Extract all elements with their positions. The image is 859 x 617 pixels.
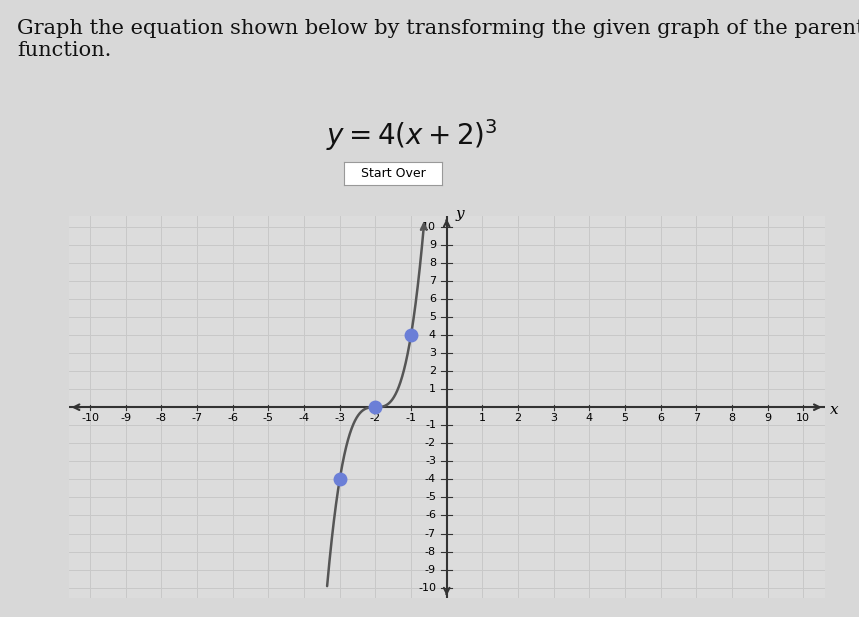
Text: 2: 2 <box>429 366 436 376</box>
Text: 6: 6 <box>657 413 664 423</box>
Text: -9: -9 <box>425 565 436 574</box>
Text: 1: 1 <box>429 384 436 394</box>
Text: 8: 8 <box>429 258 436 268</box>
Text: 4: 4 <box>586 413 593 423</box>
Text: -1: -1 <box>425 420 436 430</box>
Text: -3: -3 <box>425 457 436 466</box>
Text: 6: 6 <box>429 294 436 304</box>
Text: -2: -2 <box>370 413 381 423</box>
Text: Graph the equation shown below by transforming the given graph of the parent 
fu: Graph the equation shown below by transf… <box>17 19 859 59</box>
Text: -8: -8 <box>425 547 436 557</box>
Text: 10: 10 <box>422 222 436 232</box>
Text: $y = 4(x+2)^3$: $y = 4(x+2)^3$ <box>326 117 498 153</box>
Text: 3: 3 <box>429 348 436 358</box>
Text: 7: 7 <box>692 413 700 423</box>
Text: 5: 5 <box>429 312 436 322</box>
Text: -7: -7 <box>192 413 203 423</box>
Text: 1: 1 <box>478 413 486 423</box>
Text: y: y <box>455 207 464 221</box>
Text: 8: 8 <box>728 413 735 423</box>
Text: -4: -4 <box>298 413 309 423</box>
Text: -5: -5 <box>263 413 274 423</box>
Text: x: x <box>830 402 838 416</box>
Text: 10: 10 <box>796 413 810 423</box>
Text: -9: -9 <box>120 413 131 423</box>
Text: -6: -6 <box>228 413 238 423</box>
Text: -3: -3 <box>334 413 345 423</box>
Text: -2: -2 <box>425 438 436 449</box>
Text: -7: -7 <box>425 529 436 539</box>
Text: 7: 7 <box>429 276 436 286</box>
Text: -1: -1 <box>405 413 417 423</box>
Text: Start Over: Start Over <box>361 167 425 180</box>
Text: -5: -5 <box>425 492 436 502</box>
Text: 4: 4 <box>429 330 436 340</box>
Text: -4: -4 <box>425 474 436 484</box>
Text: 2: 2 <box>515 413 521 423</box>
Text: -6: -6 <box>425 510 436 521</box>
Text: -8: -8 <box>155 413 167 423</box>
Text: 5: 5 <box>621 413 629 423</box>
Text: 3: 3 <box>550 413 557 423</box>
Text: -10: -10 <box>418 582 436 593</box>
Text: 9: 9 <box>764 413 771 423</box>
Text: 9: 9 <box>429 240 436 250</box>
Text: -10: -10 <box>81 413 99 423</box>
